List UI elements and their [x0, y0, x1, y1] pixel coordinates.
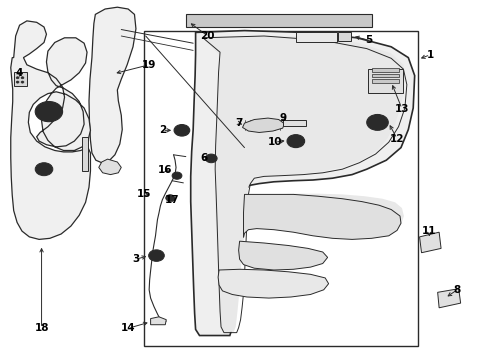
- Circle shape: [35, 163, 53, 176]
- Bar: [144, 31, 417, 346]
- Circle shape: [16, 81, 19, 83]
- Text: 7: 7: [234, 118, 242, 128]
- Circle shape: [41, 106, 56, 117]
- Circle shape: [16, 77, 19, 79]
- Bar: [295, 32, 337, 42]
- Bar: [371, 79, 398, 83]
- Text: 15: 15: [137, 189, 151, 199]
- Text: 2: 2: [159, 125, 165, 135]
- Circle shape: [35, 102, 62, 122]
- Bar: [82, 137, 88, 171]
- Circle shape: [153, 253, 159, 258]
- Text: 8: 8: [453, 285, 460, 295]
- Polygon shape: [190, 31, 414, 336]
- Circle shape: [208, 157, 213, 160]
- Circle shape: [21, 77, 24, 79]
- Polygon shape: [89, 7, 136, 163]
- Text: 10: 10: [267, 137, 282, 147]
- Circle shape: [179, 128, 184, 132]
- Circle shape: [371, 118, 383, 127]
- Text: 18: 18: [34, 323, 49, 333]
- Circle shape: [286, 135, 304, 148]
- Circle shape: [172, 172, 182, 179]
- Text: 12: 12: [389, 134, 404, 144]
- Polygon shape: [243, 194, 400, 239]
- Circle shape: [290, 138, 300, 145]
- Circle shape: [21, 81, 24, 83]
- Text: 20: 20: [200, 31, 215, 41]
- Polygon shape: [11, 21, 90, 239]
- Text: 3: 3: [132, 254, 139, 264]
- Bar: [282, 120, 305, 126]
- Bar: [14, 72, 27, 86]
- Text: 19: 19: [142, 60, 156, 70]
- Polygon shape: [99, 159, 121, 175]
- Text: 4: 4: [16, 68, 23, 78]
- Text: 14: 14: [121, 323, 135, 333]
- Bar: [185, 14, 371, 27]
- Text: 11: 11: [421, 226, 436, 236]
- Bar: [371, 68, 398, 72]
- Polygon shape: [419, 232, 440, 253]
- Circle shape: [148, 250, 164, 261]
- Polygon shape: [242, 118, 284, 132]
- Text: 16: 16: [158, 165, 172, 175]
- Text: 5: 5: [365, 35, 372, 45]
- Text: 1: 1: [426, 50, 433, 60]
- Bar: [367, 69, 402, 93]
- Text: 17: 17: [164, 195, 179, 205]
- Text: 9: 9: [279, 113, 285, 123]
- Text: 6: 6: [201, 153, 207, 163]
- Text: 13: 13: [394, 104, 408, 114]
- Bar: [371, 74, 398, 77]
- Polygon shape: [437, 289, 460, 308]
- Circle shape: [205, 154, 217, 163]
- Circle shape: [40, 166, 48, 172]
- Circle shape: [165, 195, 174, 201]
- Polygon shape: [203, 36, 404, 332]
- Polygon shape: [150, 317, 166, 325]
- Circle shape: [366, 114, 387, 130]
- Bar: [338, 32, 350, 41]
- Polygon shape: [218, 269, 328, 298]
- Circle shape: [174, 125, 189, 136]
- Polygon shape: [238, 241, 327, 270]
